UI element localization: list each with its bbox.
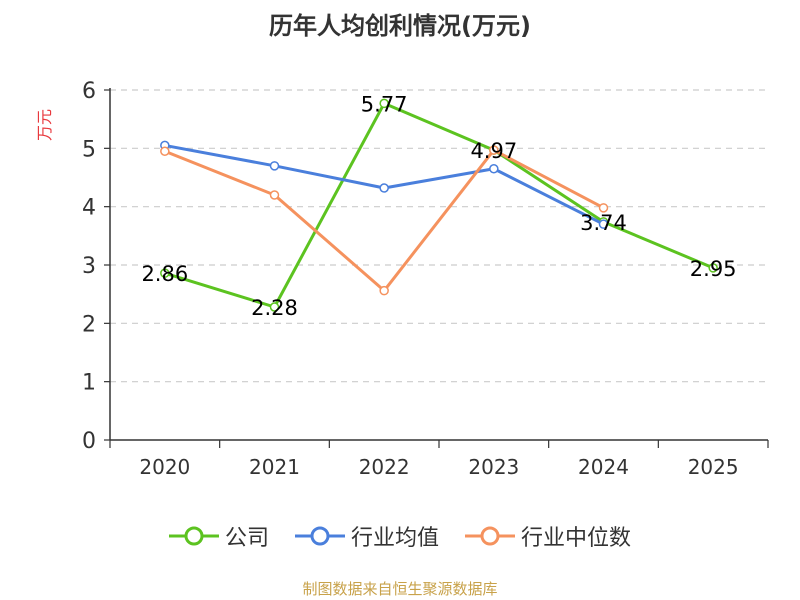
y-axis-title: 万元: [35, 109, 54, 141]
x-tick-label-2021: 2021: [249, 455, 300, 479]
x-tick-label-2022: 2022: [359, 455, 410, 479]
x-tick-label-2024: 2024: [578, 455, 629, 479]
y-tick-label-5: 5: [82, 137, 96, 162]
data-label-company-2020: 2.86: [141, 262, 188, 286]
y-tick-label-0: 0: [82, 429, 96, 454]
x-tick-label-2025: 2025: [688, 455, 739, 479]
legend-item-industry-median[interactable]: 行业中位数: [465, 520, 631, 552]
point-company-2025: [708, 263, 718, 273]
chart-title: 历年人均创利情况(万元): [269, 12, 531, 40]
legend-industry-avg-icon: [294, 526, 345, 546]
series-layer: [160, 98, 718, 312]
y-tick-label-1: 1: [82, 371, 96, 396]
data-label-company-2023: 4.97: [470, 139, 517, 163]
point-industry_median-2023: [489, 145, 499, 155]
point-industry_avg-2024: [598, 219, 609, 229]
data-label-company-2022: 5.77: [361, 92, 408, 116]
axis-layer: 0 1 2 3 4 5 6 2020 2021 2022 2023 2024 2025: [82, 79, 769, 479]
point-company-2022: [379, 98, 389, 109]
legend-company-label: 公司: [224, 526, 269, 551]
label-layer: 2.86 2.28 5.77 4.97 3.74 2.95: [141, 92, 736, 320]
point-industry_avg-2023: [489, 164, 499, 174]
legend-company-icon: [168, 526, 219, 546]
point-industry_avg-2022: [379, 183, 389, 193]
y-tick-label-4: 4: [82, 196, 96, 221]
point-industry_avg-2021: [269, 161, 280, 171]
chart-legend: 公司 行业均值 行业中位数: [0, 520, 800, 552]
point-company-2021: [269, 302, 280, 312]
grid-layer: [110, 89, 768, 383]
point-industry_median-2024: [598, 203, 609, 213]
y-tick-label-6: 6: [82, 79, 96, 104]
series-line-industry_median: [164, 148, 605, 293]
x-tick-label-2020: 2020: [139, 455, 190, 479]
point-industry_median-2021: [269, 190, 280, 200]
point-industry_median-2022: [379, 285, 389, 296]
x-tick-label-2023: 2023: [468, 455, 519, 479]
legend-industry-median-label: 行业中位数: [521, 526, 632, 551]
legend-item-industry-avg[interactable]: 行业均值: [294, 520, 439, 552]
y-tick-label-3: 3: [82, 254, 96, 279]
point-industry_median-2020: [160, 146, 170, 156]
y-tick-label-2: 2: [82, 312, 96, 337]
data-label-company-2025: 2.95: [690, 257, 737, 281]
legend-industry-median-icon: [465, 526, 515, 546]
data-label-company-2024: 3.74: [580, 211, 627, 235]
data-label-company-2021: 2.28: [251, 296, 298, 320]
legend-industry-avg-label: 行业均值: [350, 526, 439, 551]
footer-credit: 制图数据来自恒生聚源数据库: [302, 580, 498, 598]
series-line-company: [164, 101, 714, 309]
point-company-2020: [160, 268, 170, 278]
legend-item-company[interactable]: 公司: [168, 520, 269, 552]
